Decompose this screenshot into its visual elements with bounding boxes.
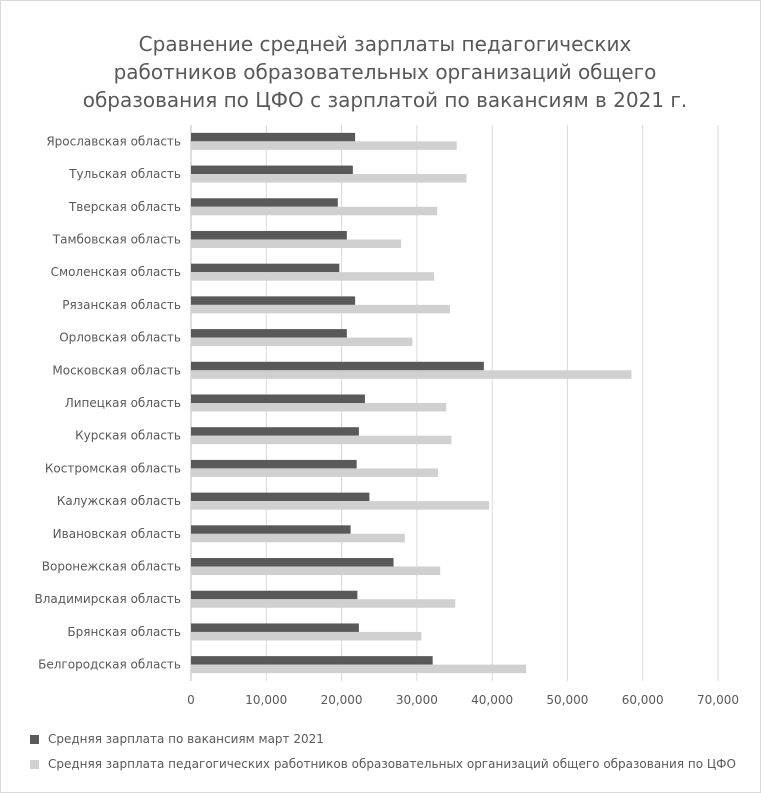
category-label: Московская область [52,363,181,377]
bar-vacancy-salary [191,230,347,240]
bar-vacancy-salary [191,590,358,600]
bar-teacher-salary [191,304,450,314]
bar-vacancy-salary [191,263,340,273]
x-tick-label: 60,000 [622,693,664,707]
chart-title-line: образования по ЦФО с зарплатой по ваканс… [82,88,688,112]
bar-teacher-salary [191,206,438,216]
bar-teacher-salary [191,501,490,510]
bar-teacher-salary [191,403,447,412]
chart-title-line: Сравнение средней зарплаты педагогически… [138,32,632,56]
bar-teacher-salary [191,141,457,150]
legend-swatch [30,734,39,744]
bar-vacancy-salary [191,296,356,305]
bar-vacancy-salary [191,492,370,502]
category-label: Костромская область [45,461,181,475]
bar-teacher-salary [191,468,438,477]
category-label: Тульская область [68,167,181,181]
bar-vacancy-salary [191,525,351,534]
bar-teacher-salary [191,533,405,543]
category-label: Тверская область [68,200,181,214]
bar-vacancy-salary [191,198,338,207]
bar-vacancy-salary [191,394,365,403]
bar-teacher-salary [191,599,456,608]
category-label: Рязанская область [62,298,181,312]
category-label: Орловская область [59,331,181,345]
bar-teacher-salary [191,435,452,445]
category-label: Липецкая область [65,396,181,410]
bar-teacher-salary [191,239,402,248]
category-label: Курская область [75,429,181,443]
bar-teacher-salary [191,370,632,379]
category-label: Воронежская область [42,560,181,574]
bar-teacher-salary [191,174,467,183]
chart-title-line: работников образовательных организаций о… [113,60,657,84]
x-tick-label: 40,000 [471,693,513,707]
bar-vacancy-salary [191,165,353,175]
bar-vacancy-salary [191,427,359,436]
x-tick-label: 70,000 [697,693,739,707]
legend-item: Средняя зарплата по вакансиям март 2021 [30,732,755,746]
bar-teacher-salary [191,337,413,347]
x-tick-label: 30,000 [396,693,438,707]
legend-label: Средняя зарплата по вакансиям март 2021 [48,732,324,746]
legend-item: Средняя зарплата педагогических работник… [30,757,755,771]
bar-vacancy-salary [191,329,347,338]
category-label: Владимирская область [35,592,181,606]
x-tick-label: 20,000 [321,693,363,707]
legend-swatch [30,759,39,769]
bar-teacher-salary [191,566,441,576]
bar-teacher-salary [191,631,422,641]
bar-teacher-salary [191,664,527,674]
category-label: Калужская область [57,494,181,508]
x-tick-label: 0 [187,693,195,707]
bar-vacancy-salary [191,361,484,371]
category-label: Брянская область [67,625,181,639]
category-label: Тамбовская область [52,232,181,246]
x-tick-label: 10,000 [245,693,287,707]
chart-title: Сравнение средней зарплаты педагогически… [60,30,710,114]
bar-vacancy-salary [191,623,359,632]
x-tick-label: 50,000 [546,693,588,707]
bar-vacancy-salary [191,459,357,469]
bar-teacher-salary [191,272,435,281]
category-label: Ивановская область [53,527,181,541]
legend-label: Средняя зарплата педагогических работник… [48,757,736,771]
bar-chart: 0 10,000 20,000 30,000 40,000 50,000 60,000 70,… [35,125,739,707]
category-label: Ярославская область [46,134,181,148]
bar-vacancy-salary [191,132,356,142]
category-label: Смоленская область [51,265,181,279]
bar-vacancy-salary [191,558,394,567]
category-label: Белгородская область [38,658,181,672]
bar-vacancy-salary [191,656,433,665]
